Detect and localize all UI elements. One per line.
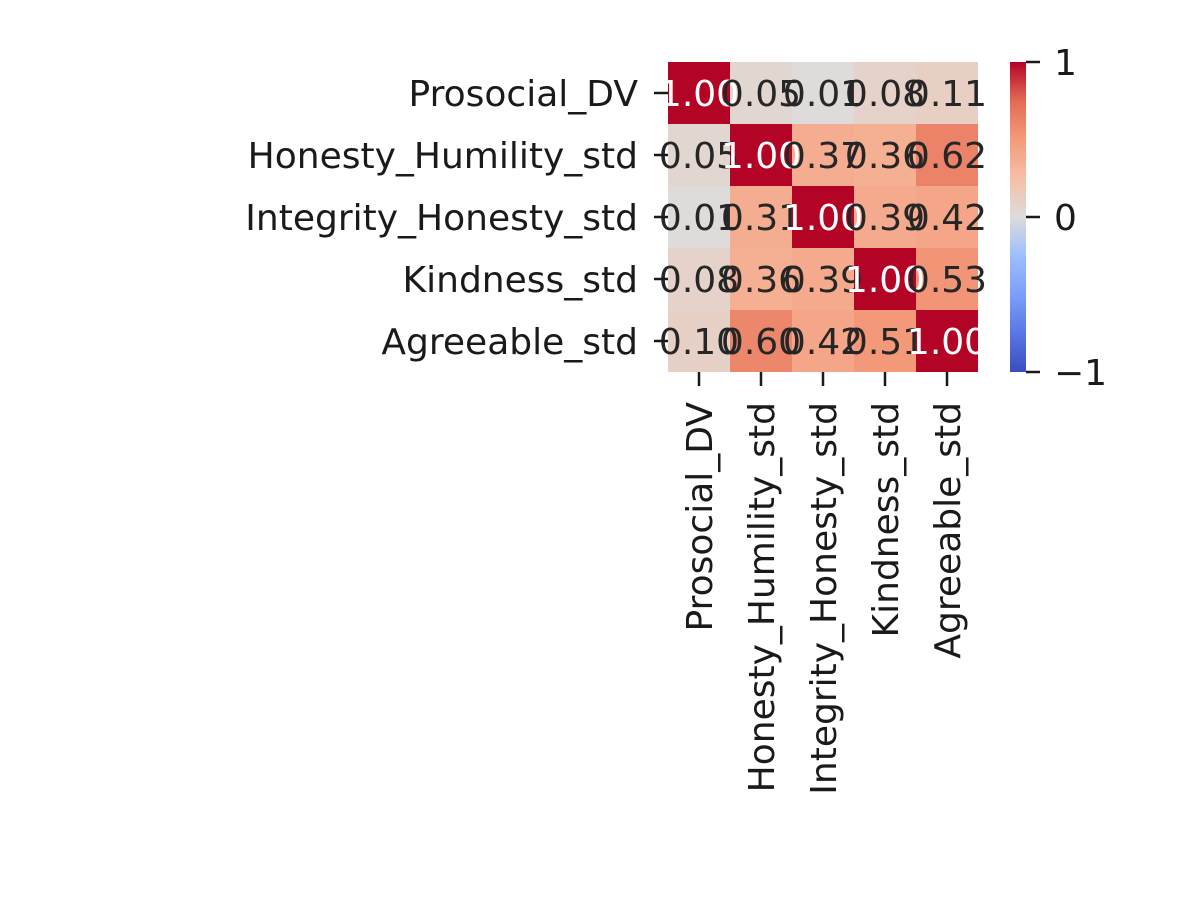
heatmap-cell [792,124,854,186]
cell-annotation: 0.62 [907,136,987,177]
heatmap-cell [854,124,916,186]
cell-annotation: 0.42 [783,322,863,363]
heatmap-cells [668,62,978,372]
heatmap-cell [730,62,792,124]
heatmap-cell [730,310,792,372]
heatmap-cell [792,310,854,372]
y-tick-label: Agreeable_std [381,322,638,363]
cell-annotation: 0.01 [783,74,863,115]
heatmap-cell [854,62,916,124]
cell-annotation: 0.05 [659,136,739,177]
y-tick-label: Honesty_Humility_std [248,136,638,177]
cell-annotation: 0.05 [721,74,801,115]
colorbar-axis: 1 0 −1 [1026,43,1107,394]
heatmap-cell [668,186,730,248]
heatmap-cell [854,186,916,248]
x-tick-label: Honesty_Humility_std [742,402,783,792]
cell-annotation: 0.01 [659,198,739,239]
cell-annotation: 0.51 [845,322,925,363]
cell-annotation: 0.08 [845,74,925,115]
cell-annotation: 1.00 [721,136,801,177]
cell-annotation: 0.31 [721,198,801,239]
heatmap-cell [916,248,978,310]
heatmap-cell [730,124,792,186]
colorbar [1010,62,1026,372]
cell-annotation: 0.10 [659,322,739,363]
colorbar-tick-label: 0 [1054,198,1077,239]
cell-annotation: 0.60 [721,322,801,363]
heatmap-annotations: 1.000.050.010.080.110.051.000.370.360.62… [659,74,987,363]
heatmap-cell [668,248,730,310]
heatmap-cell [730,186,792,248]
heatmap-cell [916,310,978,372]
y-axis: Prosocial_DV Honesty_Humility_std Integrit… [245,74,668,363]
cell-annotation: 1.00 [783,198,863,239]
heatmap-cell [916,186,978,248]
cell-annotation: 0.37 [783,136,863,177]
x-tick-label: Prosocial_DV [680,402,721,632]
heatmap-cell [792,248,854,310]
colorbar-tick-label: 1 [1054,43,1077,84]
cell-annotation: 0.39 [845,198,925,239]
heatmap-cell [792,186,854,248]
cell-annotation: 0.53 [907,260,987,301]
heatmap-cell [916,62,978,124]
y-tick-label: Kindness_std [403,260,638,301]
x-tick-label: Kindness_std [866,402,907,637]
cell-annotation: 0.36 [845,136,925,177]
y-tick-label: Integrity_Honesty_std [245,198,638,239]
x-axis: Prosocial_DV Honesty_Humility_std Integrit… [680,372,969,795]
cell-annotation: 1.00 [659,74,739,115]
cell-annotation: 0.39 [783,260,863,301]
colorbar-tick-label: −1 [1054,353,1107,394]
cell-annotation: 1.00 [845,260,925,301]
heatmap-cell [668,62,730,124]
x-tick-label: Agreeable_std [928,402,969,659]
cell-annotation: 0.11 [907,74,987,115]
heatmap-cell [792,62,854,124]
heatmap-cell [730,248,792,310]
cell-annotation: 0.36 [721,260,801,301]
heatmap-cell [854,248,916,310]
y-tick-label: Prosocial_DV [409,74,639,115]
heatmap-cell [916,124,978,186]
cell-annotation: 1.00 [907,322,987,363]
heatmap-cell [668,310,730,372]
cell-annotation: 0.08 [659,260,739,301]
x-tick-label: Integrity_Honesty_std [804,402,845,795]
heatmap-cell [668,124,730,186]
cell-annotation: 0.42 [907,198,987,239]
heatmap-cell [854,310,916,372]
